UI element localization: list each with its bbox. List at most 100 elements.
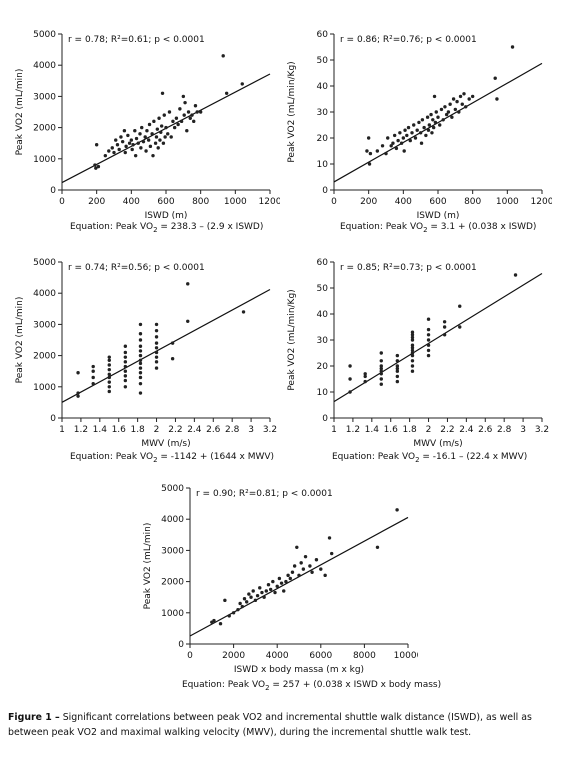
data-point (218, 622, 223, 626)
data-point (154, 135, 159, 139)
data-point (462, 92, 466, 96)
x-tick-label: 400 (395, 197, 412, 207)
data-point (448, 102, 452, 106)
equation-1: Equation: Peak VO2 = 238.3 – (2.9 x ISWD… (70, 222, 264, 234)
data-point (138, 381, 143, 386)
x-tick-label: 2.6 (478, 425, 493, 435)
data-point (434, 110, 438, 114)
data-point (138, 332, 143, 336)
data-point (170, 341, 175, 345)
data-point (513, 273, 518, 277)
data-point (292, 564, 297, 568)
data-point (158, 138, 162, 142)
data-point (123, 360, 128, 364)
data-point (181, 94, 186, 99)
data-point (282, 589, 286, 593)
data-point (138, 353, 143, 358)
data-point (368, 151, 373, 156)
data-point (163, 135, 167, 139)
data-point (314, 558, 319, 562)
data-point (495, 97, 499, 101)
data-point (138, 132, 142, 136)
data-point (288, 576, 292, 581)
y-axis-label: Peak VO2 (mL/min/Kg) (287, 289, 297, 390)
x-tick-label: 400 (123, 197, 140, 207)
y-tick-label: 40 (317, 310, 329, 320)
x-tick-label: 800 (464, 197, 481, 207)
y-tick-label: 1000 (33, 155, 56, 165)
data-point (188, 116, 192, 120)
data-point (107, 375, 111, 380)
data-point (470, 94, 475, 99)
data-point (442, 320, 447, 324)
data-point (308, 564, 312, 568)
y-tick-label: 30 (317, 108, 329, 118)
data-point (410, 333, 415, 337)
data-point (379, 359, 383, 363)
data-point (363, 374, 367, 379)
data-point (154, 341, 159, 345)
x-tick-label: 1.6 (384, 425, 399, 435)
data-point (122, 129, 127, 133)
data-point (379, 372, 383, 376)
data-point (426, 333, 431, 337)
data-point (107, 358, 111, 362)
data-point (410, 338, 415, 342)
data-point (443, 105, 447, 109)
data-point (91, 369, 95, 373)
data-point (134, 136, 139, 141)
y-tick-label: 3000 (161, 546, 184, 556)
data-point (405, 133, 409, 138)
data-point (247, 592, 251, 596)
x-tick-label: 800 (192, 197, 209, 207)
data-point (146, 138, 151, 142)
correlation-stat-label: r = 0.74; R²=0.56; p < 0.0001 (68, 263, 205, 273)
data-point (395, 366, 400, 371)
x-tick-label: 1200 (259, 197, 280, 207)
data-point (398, 131, 402, 135)
data-point (260, 590, 264, 595)
data-point (413, 136, 418, 140)
data-point (238, 601, 242, 606)
equation-5: Equation: Peak VO2 = 257 + (0.038 x ISWD… (182, 680, 442, 692)
figure-label: Figure 1 – (8, 712, 60, 723)
data-point (363, 372, 367, 376)
y-axis-label: Peak VO2 (mL/min) (15, 297, 25, 384)
data-point (123, 150, 127, 155)
data-point (114, 138, 118, 142)
x-tick-label: 3 (520, 425, 526, 435)
data-point (348, 390, 352, 394)
data-point (171, 119, 175, 124)
data-point (198, 110, 203, 114)
data-point (455, 99, 459, 104)
data-point (123, 374, 128, 378)
data-point (379, 351, 383, 355)
data-point (399, 141, 404, 145)
data-point (160, 91, 165, 95)
regression-line (333, 272, 543, 403)
data-point (430, 131, 434, 135)
data-point (139, 146, 143, 150)
data-point (169, 135, 173, 139)
data-point (410, 131, 414, 135)
x-tick-label: 0 (187, 651, 193, 661)
x-tick-label: 200 (88, 197, 105, 207)
data-point (151, 153, 155, 158)
data-point (284, 579, 288, 584)
x-tick-label: 2000 (222, 651, 245, 661)
y-tick-label: 0 (50, 186, 56, 196)
y-tick-label: 10 (317, 388, 329, 398)
data-point (138, 371, 143, 375)
data-point (249, 595, 253, 599)
data-point (451, 97, 456, 101)
data-point (178, 107, 182, 111)
data-point (426, 338, 431, 342)
y-tick-label: 60 (317, 30, 329, 40)
data-point (133, 153, 138, 158)
data-point (426, 327, 431, 332)
data-point (107, 363, 111, 367)
data-point (426, 353, 431, 358)
x-tick-label: 3.2 (263, 425, 277, 435)
chart-panel-3: 0 1000 2000 3000 4000 5000 1 1.2 1.4 1.6 1.8 2 2.2 2.… (10, 252, 280, 452)
data-point (141, 139, 146, 144)
